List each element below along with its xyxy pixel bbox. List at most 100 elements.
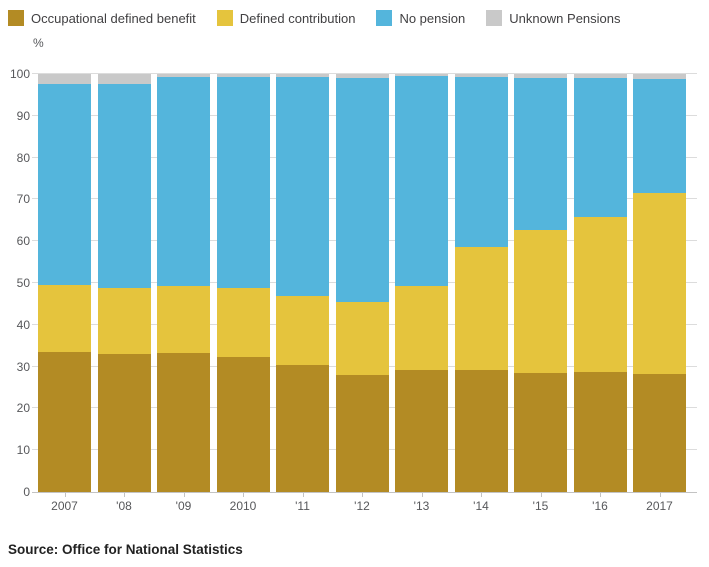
bar-segment-occupational-defined-benefit[interactable] [216, 357, 270, 492]
legend-item-unknown-pensions[interactable]: Unknown Pensions [486, 10, 621, 26]
bar-segment-unknown-pensions[interactable] [454, 74, 508, 78]
bar-segment-occupational-defined-benefit[interactable] [514, 372, 567, 492]
x-tick-09 [183, 492, 185, 497]
bar-09 [157, 74, 210, 492]
bar-segment-occupational-defined-benefit[interactable] [454, 370, 508, 492]
bar-segment-defined-contribution[interactable] [97, 288, 151, 355]
bar-segment-unknown-pensions[interactable] [97, 74, 151, 84]
bar-segment-unknown-pensions[interactable] [276, 74, 329, 77]
bar-segment-defined-contribution[interactable] [395, 285, 448, 370]
bar-segment-unknown-pensions[interactable] [335, 74, 389, 79]
bar-segment-unknown-pensions[interactable] [38, 74, 91, 85]
x-tick-label-2007: 2007 [51, 499, 78, 513]
x-tick-label-13: '13 [413, 499, 430, 513]
x-tick-2010 [243, 492, 244, 497]
bar-segment-defined-contribution[interactable] [633, 193, 686, 374]
bar-segment-no-pension[interactable] [514, 78, 567, 231]
bar-segment-occupational-defined-benefit[interactable] [335, 374, 389, 492]
bar-15 [514, 74, 567, 492]
bar-segment-defined-contribution[interactable] [157, 286, 210, 354]
source-caption: Source: Office for National Statistics [8, 542, 243, 557]
bar-segment-defined-contribution[interactable] [276, 296, 329, 365]
x-tick-12 [362, 492, 363, 497]
x-tick-13 [421, 492, 423, 497]
bar-11 [276, 74, 329, 492]
x-tick-label-11: '11 [295, 499, 310, 513]
y-tick-label-80: 80 [16, 150, 30, 165]
bar-segment-no-pension[interactable] [216, 77, 270, 289]
legend-item-occupational-defined-benefit[interactable]: Occupational defined benefit [8, 10, 196, 26]
bar-segment-unknown-pensions[interactable] [633, 74, 686, 80]
legend-swatch-occupational-defined-benefit [8, 10, 24, 26]
bar-segment-defined-contribution[interactable] [335, 302, 389, 375]
bar-segment-occupational-defined-benefit[interactable] [157, 353, 210, 492]
legend-swatch-no-pension [376, 10, 393, 26]
bar-segment-no-pension[interactable] [276, 76, 329, 297]
y-tick-label-60: 60 [16, 234, 30, 249]
legend: Occupational defined benefit Defined con… [8, 10, 642, 26]
x-tick-11 [302, 492, 304, 497]
x-tick-label-12: '12 [354, 499, 370, 513]
bar-segment-no-pension[interactable] [573, 77, 627, 218]
bar-segment-defined-contribution[interactable] [38, 285, 91, 352]
legend-item-defined-contribution[interactable]: Defined contribution [216, 10, 355, 26]
legend-label: Occupational defined benefit [31, 10, 196, 26]
bar-segment-occupational-defined-benefit[interactable] [276, 364, 329, 492]
y-axis-labels: 0 10 20 30 40 50 60 70 80 90 100 [0, 67, 30, 499]
y-axis-unit-label: % [33, 36, 44, 50]
bar-segment-defined-contribution[interactable] [216, 288, 270, 358]
y-tick-label-90: 90 [16, 108, 30, 123]
y-tick-label-10: 10 [16, 443, 30, 458]
bar-segment-unknown-pensions[interactable] [514, 74, 567, 79]
bar-14 [454, 74, 508, 492]
legend-label: No pension [399, 10, 466, 26]
x-tick-label-09: '09 [175, 499, 192, 513]
y-tick-label-50: 50 [16, 276, 30, 290]
bar-segment-unknown-pensions[interactable] [395, 74, 448, 77]
bar-segment-unknown-pensions[interactable] [573, 74, 627, 78]
bar-16 [573, 74, 627, 492]
bar-segment-unknown-pensions[interactable] [216, 74, 270, 78]
x-tick-label-14: '14 [473, 499, 489, 513]
bar-segment-occupational-defined-benefit[interactable] [395, 369, 448, 492]
y-tick-label-70: 70 [16, 192, 30, 207]
bar-segment-occupational-defined-benefit[interactable] [633, 373, 686, 492]
legend-item-no-pension[interactable]: No pension [376, 10, 465, 26]
x-tick-label-15: '15 [532, 499, 549, 513]
bar-segment-defined-contribution[interactable] [454, 246, 508, 371]
bar-segment-occupational-defined-benefit[interactable] [38, 351, 91, 492]
bar-segment-defined-contribution[interactable] [573, 217, 627, 373]
bar-segment-defined-contribution[interactable] [514, 230, 567, 373]
bar-12 [335, 74, 389, 492]
x-tick-2007 [64, 492, 66, 497]
bar-2010 [216, 74, 270, 492]
bar-segment-no-pension[interactable] [38, 84, 91, 286]
bar-segment-no-pension[interactable] [395, 76, 448, 286]
bar-2007 [38, 74, 91, 492]
x-tick-2017 [659, 492, 661, 497]
bar-segment-unknown-pensions[interactable] [157, 74, 210, 77]
bar-segment-occupational-defined-benefit[interactable] [573, 372, 627, 492]
x-tick-label-2017: 2017 [646, 499, 673, 513]
y-tick-label-20: 20 [16, 401, 30, 416]
x-tick-16 [600, 492, 601, 497]
x-tick-label-16: '16 [592, 499, 608, 513]
bar-segment-no-pension[interactable] [157, 76, 210, 287]
bar-segment-no-pension[interactable] [454, 77, 508, 247]
x-tick-label-2010: 2010 [229, 499, 257, 513]
plot-area [32, 73, 697, 493]
bar-segment-no-pension[interactable] [97, 83, 151, 289]
legend-label: Unknown Pensions [509, 10, 621, 26]
gridline-100 [32, 73, 697, 74]
legend-swatch-unknown-pensions [486, 10, 503, 26]
x-tick-15 [540, 492, 542, 497]
bar-segment-no-pension[interactable] [633, 79, 686, 194]
bar-segment-occupational-defined-benefit[interactable] [97, 354, 151, 492]
gridline-0 [32, 492, 697, 493]
x-tick-08 [124, 492, 125, 497]
bar-segment-no-pension[interactable] [335, 78, 389, 303]
bar-2017 [633, 74, 686, 492]
bar-13 [395, 74, 448, 492]
y-tick-label-40: 40 [16, 317, 30, 332]
